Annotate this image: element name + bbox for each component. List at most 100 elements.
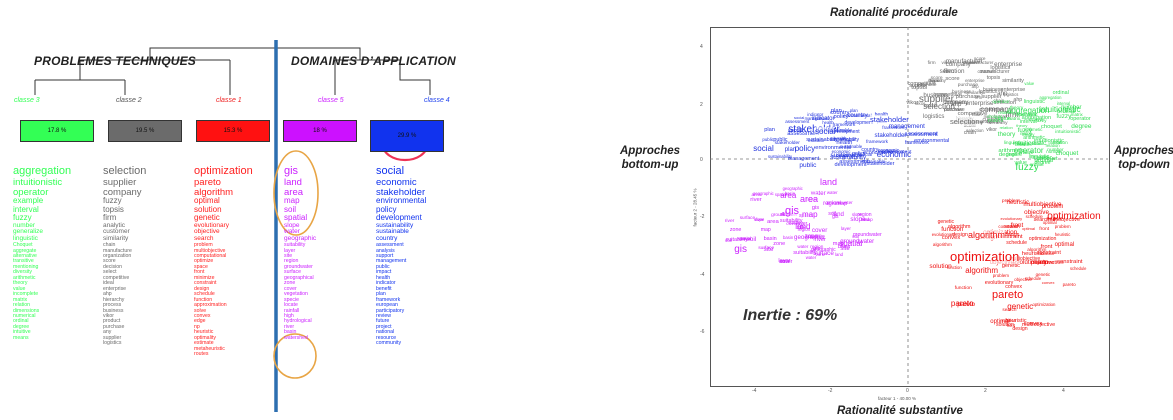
cloud-word: algorithm xyxy=(965,265,999,275)
cloud-word: degree xyxy=(1005,152,1022,159)
cloud-word: competitive xyxy=(957,111,988,118)
y-tick-label: 2 xyxy=(700,102,703,108)
cloud-word: value xyxy=(1024,80,1035,86)
cloud-word: area xyxy=(779,259,790,266)
cloud-word: layer xyxy=(840,226,851,231)
cloud-word: river xyxy=(724,218,735,224)
class-word: indicator xyxy=(376,280,396,287)
class-word: dimensions xyxy=(13,307,40,314)
cloud-word: linguistic xyxy=(1031,154,1053,161)
cloud-word: ordinal xyxy=(1052,90,1069,97)
cloud-word: environmental xyxy=(914,137,950,144)
dendrogram-lines xyxy=(34,40,431,412)
cloud-word: sustainability xyxy=(768,153,792,159)
cloud-word: search xyxy=(1047,215,1062,221)
cloud-word: theory xyxy=(1022,132,1035,138)
class-word: groundwater xyxy=(284,263,313,270)
cloud-word: soil xyxy=(725,237,732,243)
class-word: genetic xyxy=(194,213,220,223)
cloud-word: purchase xyxy=(957,83,978,88)
class-word: ideal xyxy=(103,280,114,287)
class-word: generalize xyxy=(13,228,43,236)
y-tick-label: -2 xyxy=(700,214,705,220)
cloud-word: plan xyxy=(830,108,842,115)
cloud-word: slope xyxy=(850,215,866,223)
cloud-word: heuristic xyxy=(1005,318,1027,325)
cloud-word: plan xyxy=(764,127,775,134)
class-word: river xyxy=(284,323,295,330)
cloud-word: public xyxy=(799,162,817,170)
cloud-word: logistics xyxy=(1003,92,1019,98)
cloud-word: development xyxy=(884,149,912,155)
class-word: spatial xyxy=(284,213,308,223)
cloud-word: evolutionary xyxy=(1000,215,1023,221)
cloud-word: cover xyxy=(786,220,798,226)
class-word: framework xyxy=(376,296,401,303)
cloud-word: linguistic xyxy=(1023,99,1045,106)
class-word: intuitionistic xyxy=(13,176,63,188)
cloud-word: heuristic xyxy=(1054,232,1071,238)
cloud-word: aggregation xyxy=(1021,114,1052,121)
cloud-word: aggregation xyxy=(1007,105,1050,115)
cloud-word: choquet xyxy=(1040,123,1062,130)
cloud-word: optimization xyxy=(1032,301,1056,307)
cloud-word: topsis xyxy=(930,78,943,84)
cloud-word: groundwater xyxy=(771,213,798,218)
class-word: algorithm xyxy=(194,186,234,198)
cloud-word: number xyxy=(1047,148,1064,153)
class-word: chain xyxy=(103,242,116,249)
cloud-word: map xyxy=(832,241,844,248)
cloud-word: social xyxy=(787,127,803,134)
cloud-word: objective xyxy=(1030,259,1055,266)
class-word: vegetation xyxy=(284,291,308,298)
cloud-word: framework xyxy=(905,139,929,146)
class-word: competitive xyxy=(103,274,130,281)
cloud-word: problem xyxy=(1041,203,1064,210)
cloud-word: country xyxy=(836,153,853,160)
cloud-word: country xyxy=(861,147,879,154)
cloud-word: value xyxy=(997,116,1011,123)
class-word: health xyxy=(376,274,391,281)
cloud-word: hierarchy xyxy=(972,119,993,125)
cloud-word: supplier xyxy=(962,59,978,65)
class-2-label: classe 2 xyxy=(116,97,142,104)
class-word: multiobjective xyxy=(194,247,226,254)
cloud-word: site xyxy=(840,245,850,252)
class-word: transitive xyxy=(13,258,34,265)
cloud-word: arithmetic xyxy=(1019,112,1038,118)
class-word: fuzzy xyxy=(103,196,122,206)
cloud-word: pareto xyxy=(1062,281,1076,287)
cloud-word: sustainability xyxy=(806,136,838,143)
cloud-word: intuitionistic xyxy=(1013,139,1047,147)
cloud-word: suitability xyxy=(805,233,825,239)
cloud-word: operator xyxy=(1013,146,1044,156)
class-word: value xyxy=(13,285,26,292)
cloud-word: fuzzy xyxy=(1035,118,1047,124)
class-word: arithmetic xyxy=(13,274,36,281)
cloud-word: aggregation xyxy=(1039,94,1062,100)
cloud-word: chain xyxy=(927,77,939,83)
cloud-word: development xyxy=(844,120,874,127)
cloud-word: genetic xyxy=(1035,272,1051,278)
cloud-word: map xyxy=(863,216,873,222)
cloud-word: value xyxy=(1019,149,1034,156)
y-tick-labels: 4 2 0 -2 -4 -6 xyxy=(700,27,710,387)
cloud-word: function xyxy=(1043,260,1064,266)
class-word: space xyxy=(194,263,208,270)
cloud-word: manufacturer xyxy=(945,58,983,66)
cloud-word: solution xyxy=(1039,250,1055,256)
class-word: intuitive xyxy=(13,329,31,336)
class-word: matrix xyxy=(13,296,28,303)
class-word: topsis xyxy=(103,204,124,214)
cloud-word: indicator xyxy=(808,137,825,143)
class-word: relation xyxy=(13,302,31,309)
header-application-domains: DOMAINES D’APPLICATION xyxy=(291,54,456,68)
class-word: cover xyxy=(284,285,297,292)
class-word: country xyxy=(376,235,398,243)
class-word: enterprise xyxy=(103,285,127,292)
cloud-word: schedule xyxy=(1070,265,1087,271)
cloud-word: geographic xyxy=(810,247,836,253)
cloud-word: function xyxy=(954,286,972,292)
cloud-word: hierarchy xyxy=(987,120,1008,126)
cloud-word: water xyxy=(826,189,838,195)
